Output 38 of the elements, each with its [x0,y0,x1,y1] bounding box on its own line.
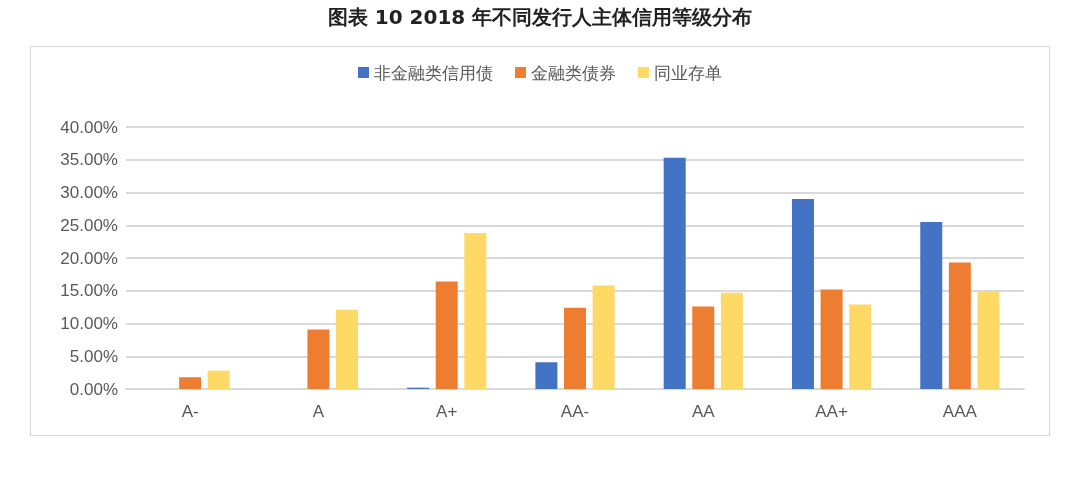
bar [948,262,971,389]
x-tick-label: AA [691,402,716,421]
x-tick-label: AA+ [815,402,848,421]
y-tick-label: 5.00% [69,346,118,366]
bar [977,291,1000,389]
bar [920,221,943,389]
bar [179,377,202,389]
y-tick-label: 25.00% [60,215,118,235]
x-tick-label: AA- [560,402,590,421]
bar [692,306,715,389]
x-tick-label: A+ [436,402,458,421]
legend-label: 非金融类信用债 [374,62,493,83]
chart-title: 图表 10 2018 年不同发行人主体信用等级分布 [326,4,754,31]
y-tick-label: 15.00% [60,281,118,301]
y-tick-label: 0.00% [69,379,118,399]
x-tick-label: A [312,402,325,421]
bar [791,199,814,389]
bar [336,309,359,389]
bar [207,370,230,389]
y-tick-label: 20.00% [60,248,118,268]
bar [592,285,615,389]
x-tick-label: A- [181,402,199,421]
legend-label: 同业存单 [654,62,722,83]
bar [663,157,686,389]
y-tick-label: 35.00% [60,150,118,170]
bar [849,304,872,389]
bar [307,329,330,389]
bar [720,292,743,389]
y-tick-label: 30.00% [60,183,118,202]
bar [820,289,843,389]
x-tick-label: AAA [942,402,978,421]
y-tick-label: 10.00% [60,314,118,333]
bar [564,307,586,389]
bar [435,281,458,389]
y-tick-label: 40.00% [60,117,118,137]
bar [535,362,558,389]
legend-label: 金融类债券 [531,62,616,83]
bar [464,233,487,389]
